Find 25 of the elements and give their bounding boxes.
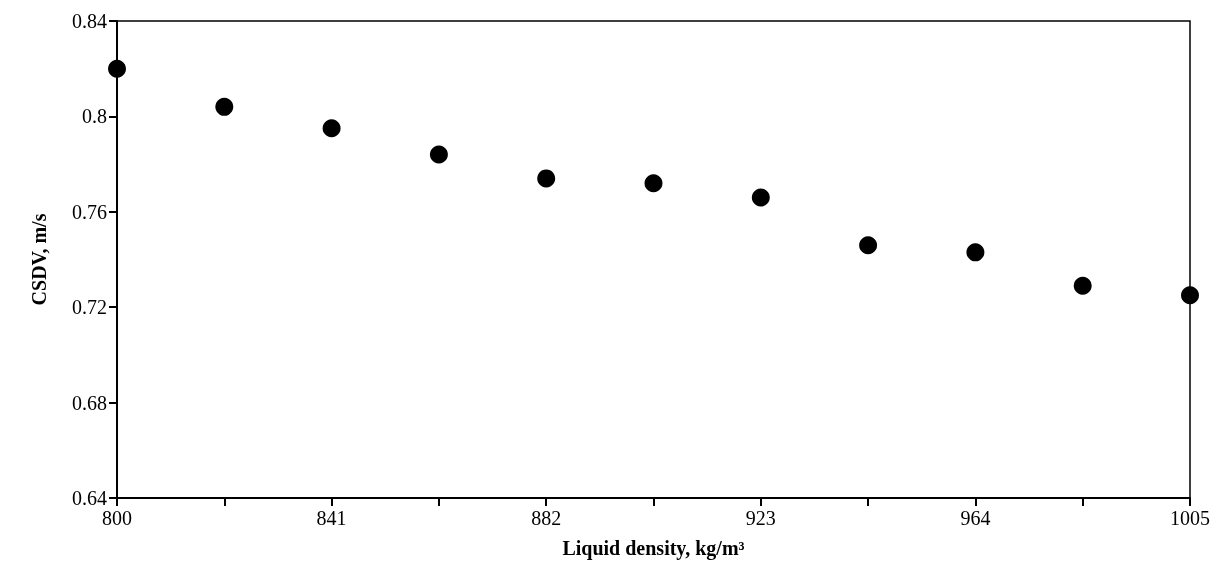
point xyxy=(215,97,234,116)
y-tick-label: 0.84 xyxy=(72,10,107,32)
x-tick-label: 800 xyxy=(102,507,132,529)
point xyxy=(644,174,663,193)
y-tick-label: 0.72 xyxy=(72,296,107,319)
y-tick-label: 0.68 xyxy=(72,391,107,414)
x-tick-label: 1005 xyxy=(1170,507,1210,529)
y-tick-label: 0.8 xyxy=(82,105,107,128)
x-tick-label: 964 xyxy=(960,507,991,529)
x-axis-title: Liquid density, kg/m³ xyxy=(562,537,745,560)
point xyxy=(1073,276,1092,295)
y-tick-label: 0.76 xyxy=(72,200,107,223)
point xyxy=(322,119,341,138)
y-axis-title: CSDV, m/s xyxy=(28,213,50,306)
point xyxy=(429,145,448,164)
x-tick-label: 841 xyxy=(316,507,347,529)
point xyxy=(537,169,556,188)
point xyxy=(966,243,985,262)
y-tick-label: 0.64 xyxy=(72,487,107,509)
point xyxy=(1181,286,1199,305)
x-tick-label: 882 xyxy=(531,507,562,529)
point xyxy=(108,59,126,78)
point xyxy=(751,188,770,207)
point xyxy=(859,236,878,255)
x-tick-label: 923 xyxy=(745,507,776,529)
